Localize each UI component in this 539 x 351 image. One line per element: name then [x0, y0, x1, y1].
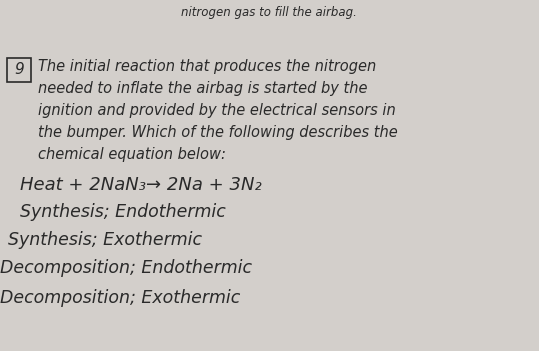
Text: ignition and provided by the electrical sensors in: ignition and provided by the electrical …	[38, 103, 396, 118]
Text: The initial reaction that produces the nitrogen: The initial reaction that produces the n…	[38, 59, 376, 74]
Text: Decomposition; Exothermic: Decomposition; Exothermic	[0, 289, 240, 307]
Text: 9: 9	[14, 62, 24, 78]
Text: needed to inflate the airbag is started by the: needed to inflate the airbag is started …	[38, 81, 368, 96]
Text: Decomposition; Endothermic: Decomposition; Endothermic	[0, 259, 252, 277]
Text: Synthesis; Endothermic: Synthesis; Endothermic	[20, 203, 226, 221]
Text: chemical equation below:: chemical equation below:	[38, 147, 226, 162]
Text: Synthesis; Exothermic: Synthesis; Exothermic	[8, 231, 202, 249]
Text: nitrogen gas to fill the airbag.: nitrogen gas to fill the airbag.	[181, 6, 357, 19]
Text: Heat + 2NaN₃→ 2Na + 3N₂: Heat + 2NaN₃→ 2Na + 3N₂	[20, 176, 262, 194]
Text: the bumper. Which of the following describes the: the bumper. Which of the following descr…	[38, 125, 398, 140]
